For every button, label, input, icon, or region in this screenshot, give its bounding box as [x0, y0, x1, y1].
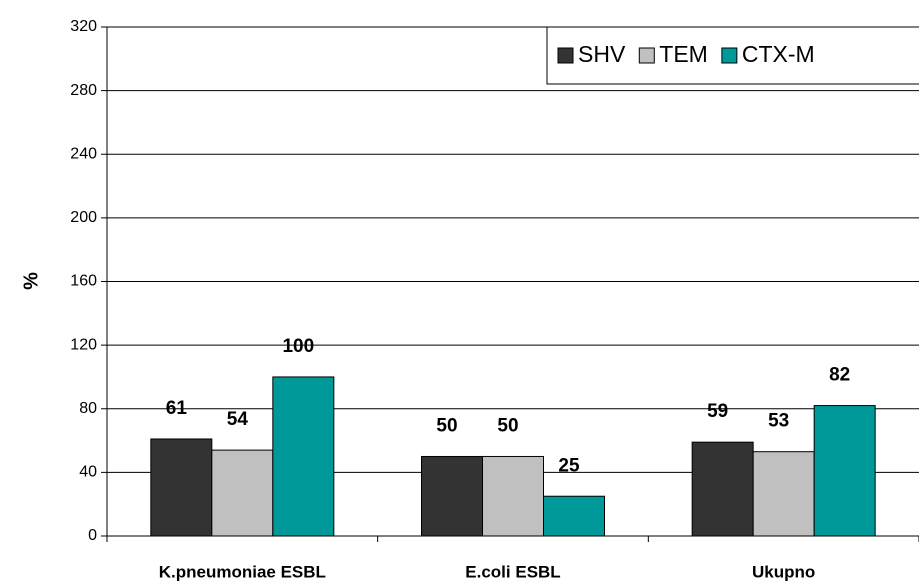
bar [813, 405, 876, 537]
bar [150, 438, 213, 537]
legend-swatch [557, 47, 574, 64]
legend-swatch [721, 47, 738, 64]
y-tick-label: 320 [70, 18, 97, 35]
data-label: 25 [558, 455, 580, 476]
y-tick-label: 40 [79, 464, 97, 481]
legend-label: CTX-M [742, 41, 815, 67]
data-label: 50 [497, 415, 518, 436]
legend-label: TEM [659, 41, 708, 67]
legend-swatch [638, 47, 655, 64]
data-label: 100 [282, 336, 314, 357]
y-tick-label: 200 [70, 209, 97, 226]
bar [691, 441, 754, 537]
legend-label: SHV [578, 41, 626, 67]
y-axis-label: % [20, 272, 42, 290]
y-tick-label: 240 [70, 145, 97, 162]
data-label: 59 [707, 401, 728, 422]
x-tick-label: E.coli ESBL [465, 562, 560, 581]
data-label: 53 [768, 411, 789, 432]
bar [543, 495, 605, 537]
y-tick-label: 280 [70, 82, 97, 99]
data-label: 82 [829, 365, 850, 386]
y-tick-label: 160 [70, 273, 97, 290]
bar [272, 376, 335, 537]
bar [482, 455, 544, 537]
data-label: 54 [227, 409, 249, 430]
y-tick-label: 120 [70, 336, 97, 353]
bar [211, 449, 274, 537]
data-label: 50 [436, 415, 457, 436]
x-tick-label: Ukupno [752, 562, 815, 581]
data-label: 61 [166, 398, 188, 419]
bar [421, 455, 483, 537]
y-tick-label: 80 [79, 400, 97, 417]
bar [752, 451, 815, 537]
x-tick-label: K.pneumoniae ESBL [159, 562, 326, 581]
y-tick-label: 0 [88, 527, 97, 544]
